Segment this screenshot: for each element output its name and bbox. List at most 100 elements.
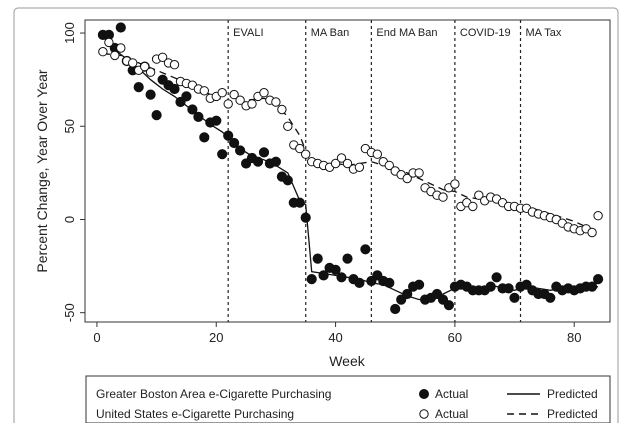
- x-tick-label: 40: [328, 330, 342, 345]
- boston-actual-point: [235, 145, 246, 156]
- us-actual-point: [116, 43, 126, 53]
- event-label: COVID-19: [460, 27, 511, 39]
- us-actual-point: [301, 149, 311, 159]
- boston-actual-point: [312, 253, 323, 264]
- us-actual-point: [110, 50, 120, 61]
- us-actual-point: [414, 168, 424, 178]
- boston-actual-point: [354, 277, 365, 288]
- event-label: MA Ban: [311, 27, 350, 39]
- boston-actual-point: [169, 83, 180, 95]
- boston-actual-point: [491, 272, 502, 283]
- legend-box: [85, 375, 611, 424]
- boston-actual-point: [384, 277, 395, 288]
- data-points: [97, 22, 604, 315]
- boston-actual-point: [414, 279, 425, 290]
- us-actual-point: [223, 99, 233, 109]
- x-tick-label: 60: [448, 330, 462, 345]
- y-tick-label: 50: [62, 119, 77, 133]
- us-actual-point: [295, 143, 305, 154]
- us-actual-point: [104, 37, 114, 48]
- us-actual-point: [199, 86, 210, 96]
- boston-actual-point: [336, 272, 347, 283]
- boston-actual-point: [587, 281, 598, 292]
- legend-filled-marker: [419, 389, 429, 399]
- x-tick-label: 80: [567, 330, 581, 345]
- boston-actual-point: [342, 253, 353, 264]
- event-lines: EVALI MA Ban End MA Ban COVID-19 MA Tax: [227, 20, 562, 322]
- us-actual-point: [259, 88, 269, 98]
- us-actual-point: [587, 227, 597, 238]
- x-axis-title: Week: [329, 353, 366, 369]
- boston-actual-point: [402, 288, 413, 300]
- boston-actual-point: [360, 244, 371, 255]
- us-actual-point: [283, 121, 293, 132]
- us-actual-point: [217, 88, 227, 98]
- us-actual-point: [402, 173, 412, 184]
- y-tick-label: -50: [62, 303, 77, 322]
- us-actual-point: [354, 162, 365, 173]
- event-label: MA Tax: [526, 27, 562, 39]
- x-tick-label: 0: [93, 330, 100, 345]
- us-actual-point: [438, 192, 448, 202]
- boston-actual-point: [330, 264, 341, 275]
- boston-actual-point: [223, 130, 234, 141]
- us-actual-point: [145, 67, 156, 77]
- us-actual-point: [474, 190, 484, 200]
- boston-actual-point: [306, 274, 317, 285]
- us-actual-point: [277, 104, 287, 115]
- legend-actual-label: Actual: [435, 387, 468, 401]
- legend: Greater Boston Area e-Cigarette Purchasi…: [85, 375, 611, 424]
- boston-actual-point: [390, 303, 401, 315]
- boston-actual-point: [193, 111, 204, 123]
- us-actual-point: [247, 99, 257, 109]
- boston-actual-point: [318, 270, 329, 281]
- legend-actual-label: Actual: [435, 407, 468, 421]
- y-tick-label: 100: [62, 22, 77, 44]
- boston-actual-point: [211, 115, 222, 126]
- us-actual-point: [384, 160, 394, 171]
- us-actual-point: [330, 158, 341, 169]
- us-actual-point: [169, 59, 180, 70]
- boston-actual-point: [443, 300, 454, 311]
- us-actual-point: [342, 158, 353, 169]
- legend-predicted-label: Predicted: [547, 407, 598, 421]
- boston-actual-point: [181, 91, 192, 102]
- y-tick-label: 0: [62, 216, 77, 223]
- boston-actual-point: [503, 283, 514, 294]
- us-actual-point: [271, 97, 281, 107]
- legend-predicted-label: Predicted: [547, 387, 598, 401]
- boston-actual-point: [509, 292, 520, 303]
- plot-area: [84, 19, 611, 323]
- event-label: EVALI: [233, 27, 263, 39]
- boston-actual-point: [485, 281, 496, 292]
- boston-actual-point: [300, 212, 311, 223]
- us-actual-point: [128, 58, 138, 68]
- us-actual-point: [235, 95, 245, 105]
- boston-actual-point: [187, 104, 198, 115]
- event-label: End MA Ban: [376, 27, 437, 39]
- us-actual-point: [468, 201, 478, 212]
- boston-actual-point: [115, 22, 126, 33]
- boston-actual-point: [133, 82, 144, 93]
- us-actual-point: [98, 47, 108, 57]
- legend-series-label: United States e-Cigarette Purchasing: [96, 407, 294, 421]
- us-actual-point: [450, 179, 460, 189]
- us-actual-point: [372, 149, 382, 159]
- boston-actual-point: [294, 197, 305, 208]
- boston-actual-point: [229, 137, 240, 149]
- us-actual-point: [593, 211, 603, 221]
- us-actual-point: [157, 52, 168, 62]
- boston-actual-point: [151, 110, 162, 121]
- boston-actual-point: [545, 292, 556, 303]
- legend-series-label: Greater Boston Area e-Cigarette Purchasi…: [96, 387, 331, 401]
- y-axis-title: Percent Change, Year Over Year: [34, 69, 50, 272]
- us-actual-point: [336, 153, 347, 163]
- us-actual-point: [140, 61, 150, 72]
- boston-actual-point: [282, 175, 293, 186]
- boston-actual-point: [258, 147, 270, 158]
- boston-actual-point: [252, 156, 264, 167]
- boston-actual-point: [217, 149, 228, 160]
- boston-actual-point: [199, 132, 210, 143]
